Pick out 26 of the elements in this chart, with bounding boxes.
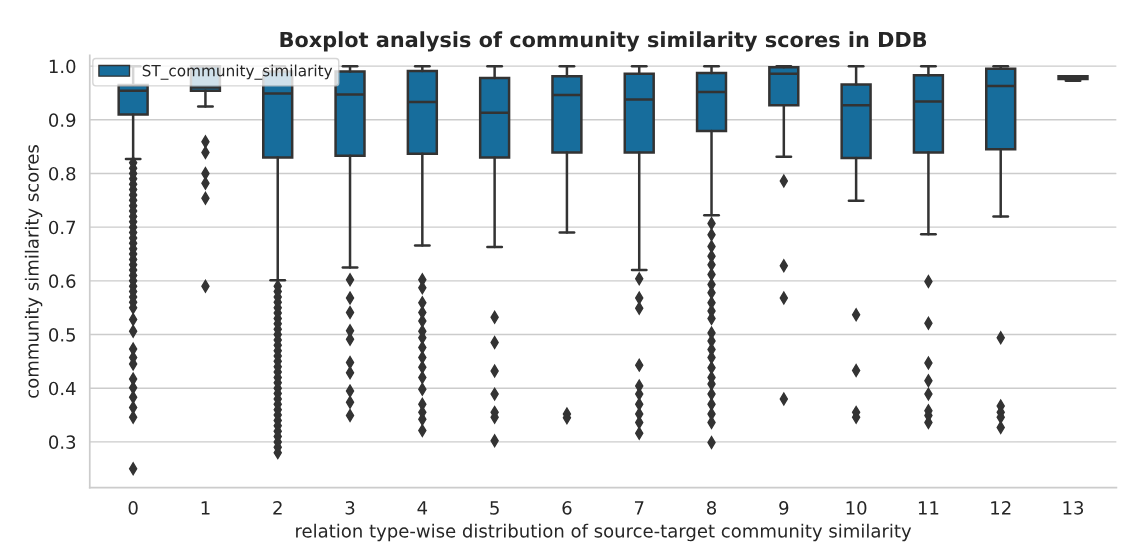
y-tick-label: 0.7 <box>49 220 76 235</box>
y-tick-label: 0.3 <box>49 435 76 450</box>
x-tick-label: 4 <box>417 501 428 515</box>
y-tick-label: 0.6 <box>49 274 76 288</box>
y-tick-label: 0.5 <box>49 327 75 342</box>
y-tick-label: 0.9 <box>49 113 76 127</box>
x-tick-label: 8 <box>707 501 717 515</box>
y-tick-label: 0.4 <box>49 381 76 396</box>
x-tick-label: 7 <box>634 501 644 515</box>
x-tick-label: 12 <box>991 501 1011 515</box>
x-tick-label: 2 <box>273 501 282 515</box>
chart-title: Boxplot analysis of community similarity scores in DDB <box>280 31 927 52</box>
y-tick-label: 0.8 <box>49 166 76 181</box>
x-axis-title: relation type-wise distribution of source-target community similarity <box>296 523 912 542</box>
y-tick-label: 1.0 <box>49 59 76 74</box>
x-tick-label: 3 <box>345 501 355 515</box>
x-tick-label: 6 <box>562 501 572 515</box>
legend-label: ST_community_similarity <box>142 64 333 80</box>
x-tick-label: 1 <box>201 501 210 515</box>
x-tick-label: 0 <box>128 501 138 515</box>
x-tick-label: 9 <box>779 501 789 515</box>
x-tick-label: 13 <box>1063 501 1084 515</box>
x-tick-label: 11 <box>918 501 939 515</box>
y-axis-title: community similarity scores <box>24 145 43 398</box>
x-tick-label: 5 <box>490 501 499 515</box>
x-tick-label: 10 <box>846 501 867 515</box>
